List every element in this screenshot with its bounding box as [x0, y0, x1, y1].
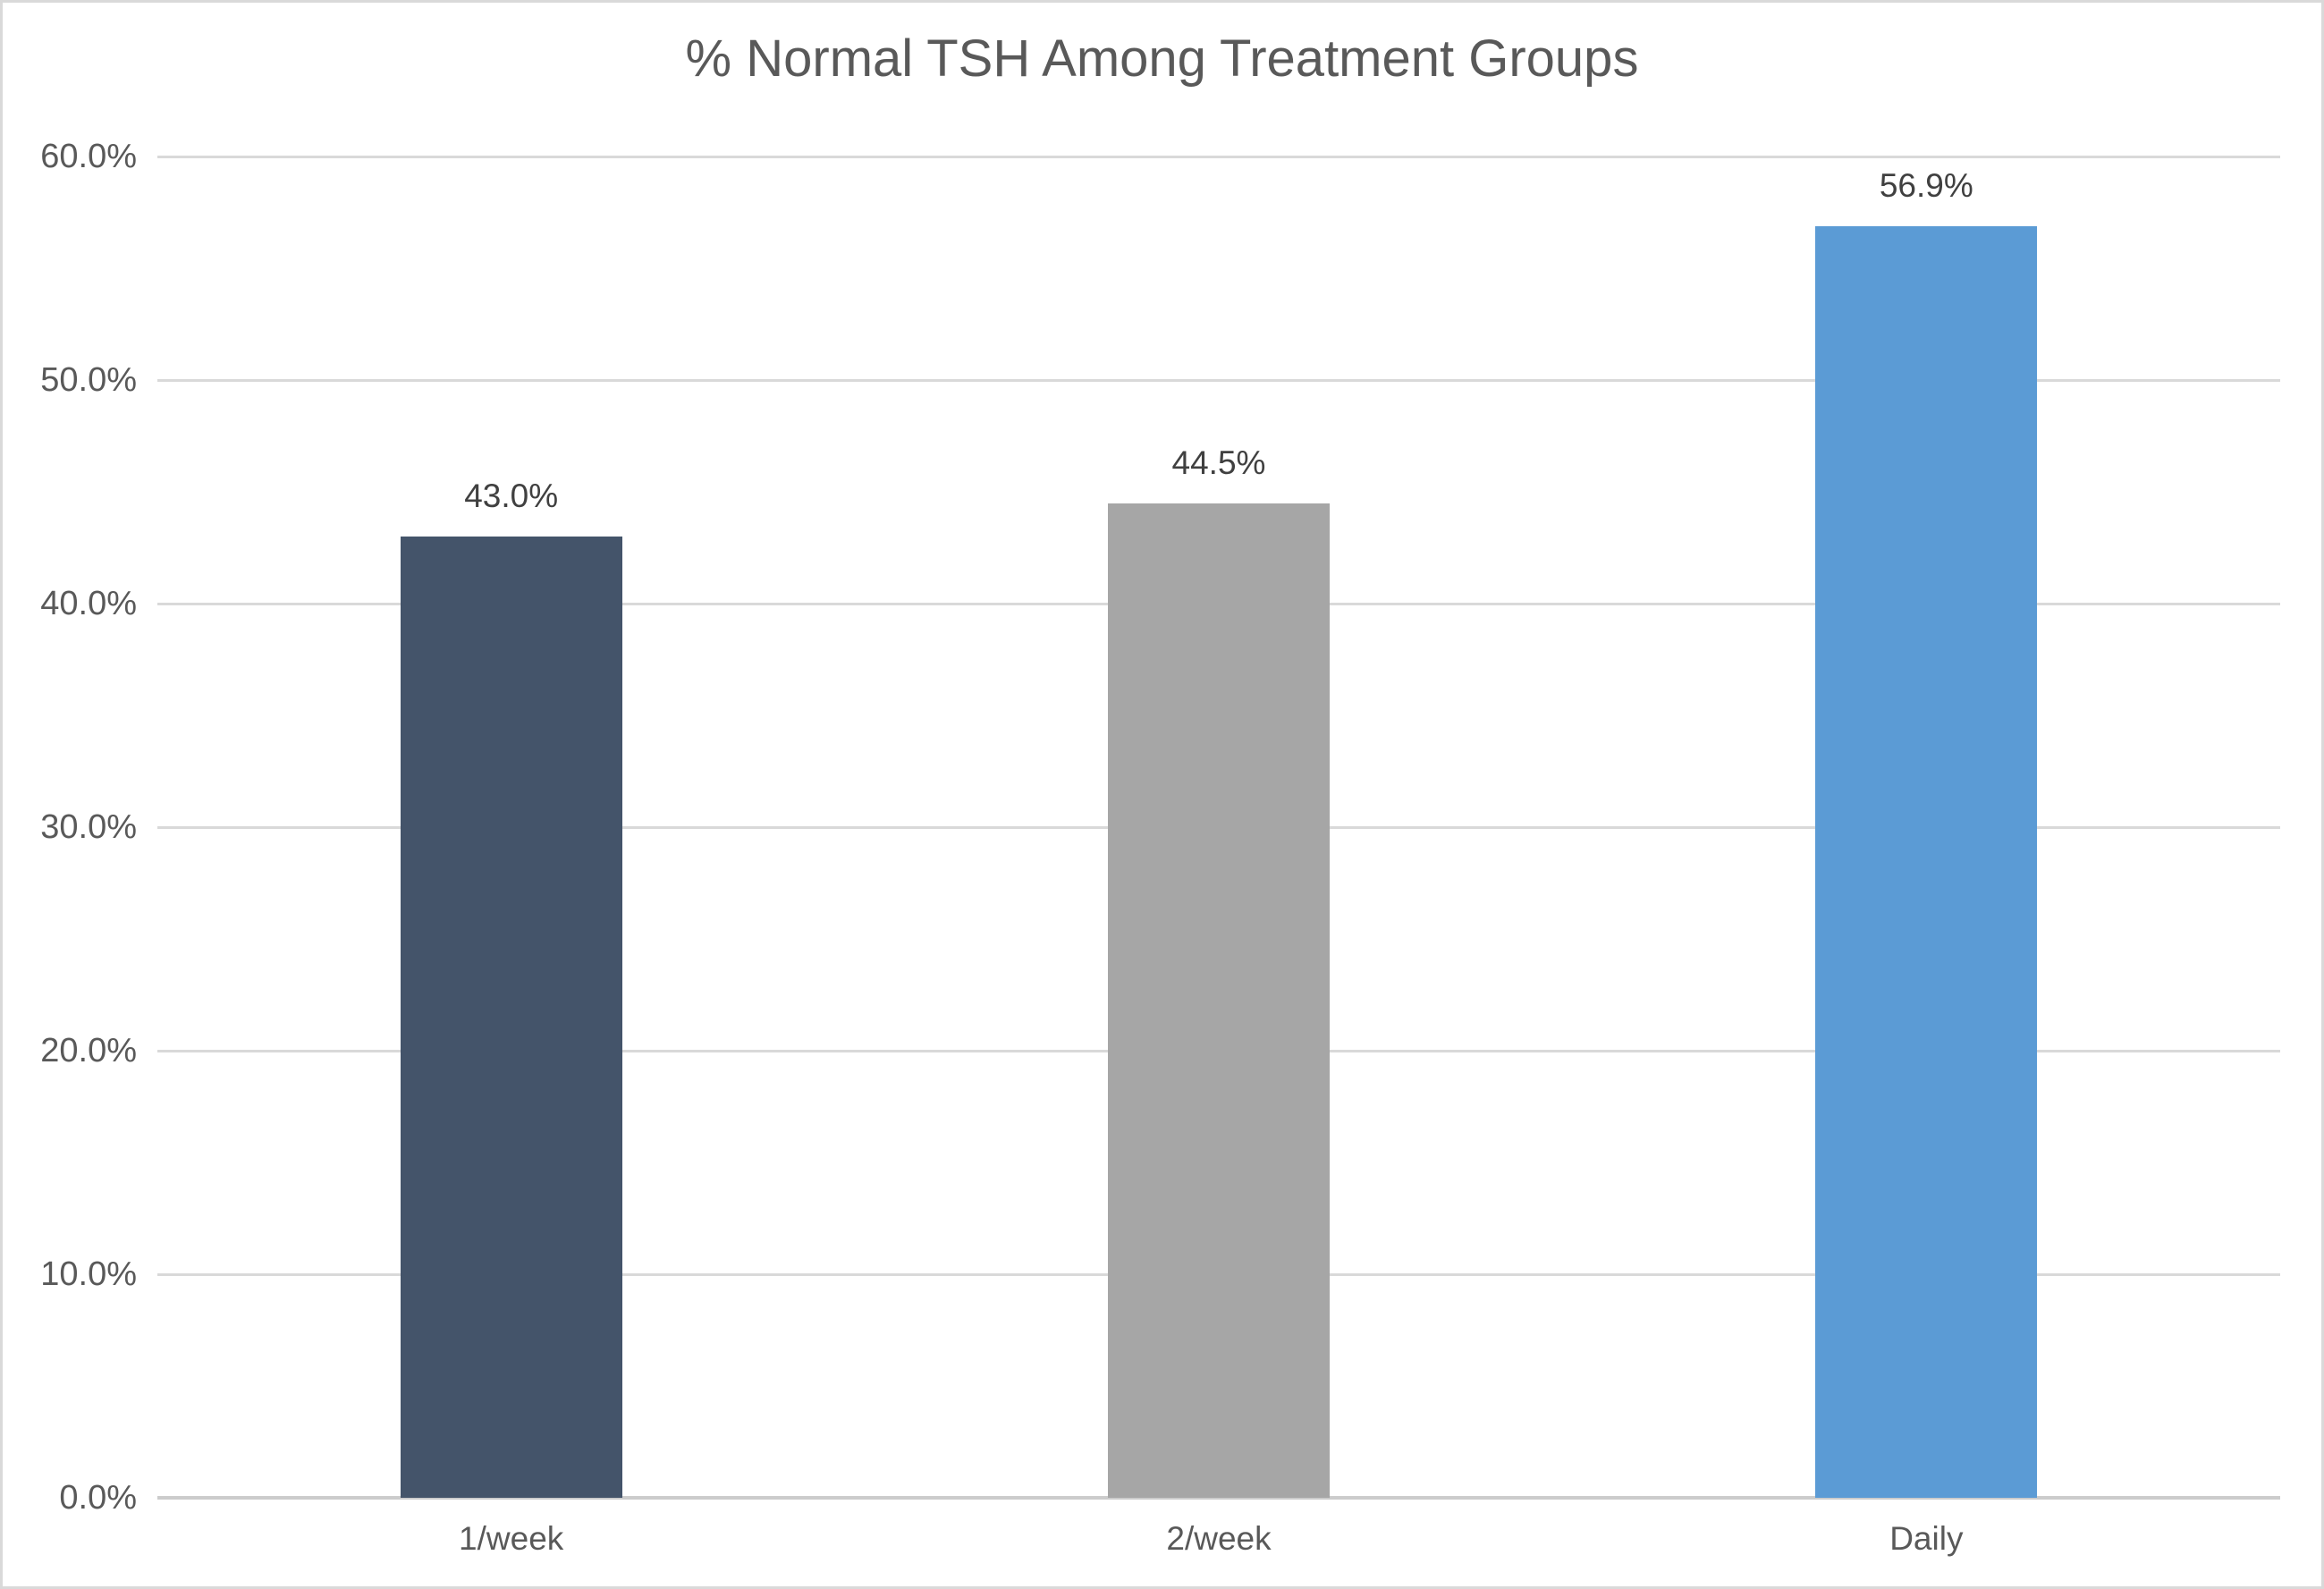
y-axis-tick-label: 0.0%: [59, 1479, 137, 1517]
y-axis-tick-label: 30.0%: [40, 808, 137, 846]
x-axis-category-label-1-week: 1/week: [459, 1520, 564, 1557]
y-axis-tick-label: 60.0%: [40, 138, 137, 175]
plot-area: 43.0% 44.5% 56.9%: [157, 155, 2280, 1500]
x-axis-line: [157, 1496, 2280, 1500]
bar-value-label-daily: 56.9%: [1879, 166, 1973, 204]
x-axis-category-label-2-week: 2/week: [1166, 1520, 1272, 1557]
y-axis: 0.0% 10.0% 20.0% 30.0% 40.0% 50.0% 60.0%: [3, 138, 137, 1517]
bar-2-week[interactable]: [1108, 503, 1330, 1498]
bar-1-week[interactable]: [400, 537, 622, 1498]
y-axis-tick-label: 50.0%: [40, 361, 137, 399]
y-axis-tick-label: 40.0%: [40, 585, 137, 622]
bar-value-label-2-week: 44.5%: [1171, 444, 1266, 481]
chart-title: % Normal TSH Among Treatment Groups: [685, 30, 1639, 88]
bar-value-label-1-week: 43.0%: [464, 478, 559, 514]
x-axis: 1/week 2/week Daily: [157, 1517, 2280, 1571]
gridline-60.0%: [157, 155, 2280, 158]
bar-daily[interactable]: [1815, 225, 2038, 1498]
x-axis-category-label-daily: Daily: [1889, 1520, 1964, 1557]
gridline-50.0%: [157, 378, 2280, 382]
y-axis-tick-label: 20.0%: [40, 1032, 137, 1069]
y-axis-tick-label: 10.0%: [40, 1255, 137, 1293]
